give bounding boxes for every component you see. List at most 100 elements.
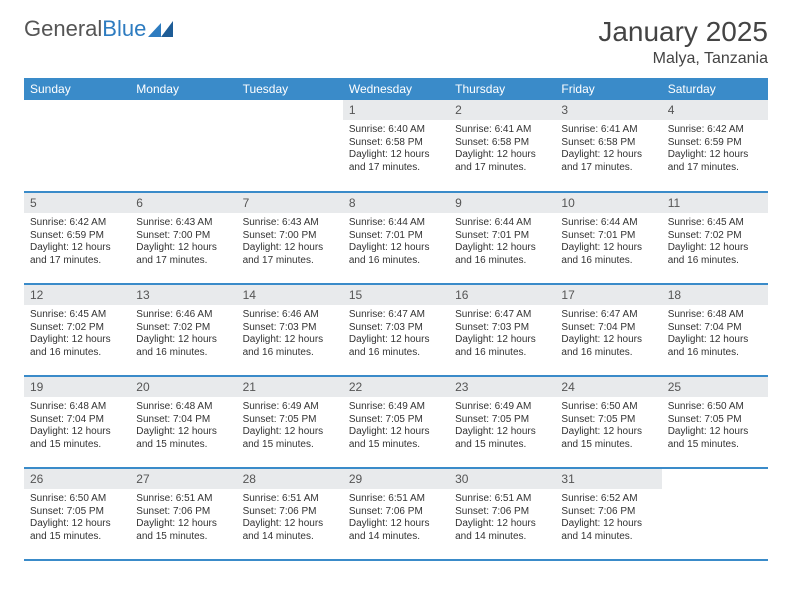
calendar-day-cell: 17Sunrise: 6:47 AMSunset: 7:04 PMDayligh… [555, 284, 661, 376]
weekday-header: Thursday [449, 78, 555, 100]
day-number: 7 [237, 193, 343, 213]
day-details: Sunrise: 6:51 AMSunset: 7:06 PMDaylight:… [130, 489, 236, 549]
calendar-day-cell: 26Sunrise: 6:50 AMSunset: 7:05 PMDayligh… [24, 468, 130, 560]
day-details: Sunrise: 6:47 AMSunset: 7:03 PMDaylight:… [449, 305, 555, 365]
calendar-week-row: 1Sunrise: 6:40 AMSunset: 6:58 PMDaylight… [24, 100, 768, 192]
calendar-day-cell: 27Sunrise: 6:51 AMSunset: 7:06 PMDayligh… [130, 468, 236, 560]
header: GeneralBlue January 2025 Malya, Tanzania [24, 16, 768, 68]
day-number: 10 [555, 193, 661, 213]
day-details: Sunrise: 6:41 AMSunset: 6:58 PMDaylight:… [449, 120, 555, 180]
day-number: 24 [555, 377, 661, 397]
calendar-week-row: 19Sunrise: 6:48 AMSunset: 7:04 PMDayligh… [24, 376, 768, 468]
day-number: 28 [237, 469, 343, 489]
day-number: 12 [24, 285, 130, 305]
day-details: Sunrise: 6:51 AMSunset: 7:06 PMDaylight:… [343, 489, 449, 549]
calendar-week-row: 26Sunrise: 6:50 AMSunset: 7:05 PMDayligh… [24, 468, 768, 560]
day-number: 31 [555, 469, 661, 489]
calendar-day-cell: 8Sunrise: 6:44 AMSunset: 7:01 PMDaylight… [343, 192, 449, 284]
day-number: 6 [130, 193, 236, 213]
calendar-table: SundayMondayTuesdayWednesdayThursdayFrid… [24, 78, 768, 561]
title-block: January 2025 Malya, Tanzania [598, 16, 768, 68]
day-number: 17 [555, 285, 661, 305]
calendar-day-cell: 3Sunrise: 6:41 AMSunset: 6:58 PMDaylight… [555, 100, 661, 192]
day-number: 30 [449, 469, 555, 489]
weekday-header: Saturday [662, 78, 768, 100]
calendar-day-cell [24, 100, 130, 192]
day-details: Sunrise: 6:45 AMSunset: 7:02 PMDaylight:… [24, 305, 130, 365]
day-number: 27 [130, 469, 236, 489]
page-title: January 2025 [598, 16, 768, 48]
day-details: Sunrise: 6:50 AMSunset: 7:05 PMDaylight:… [662, 397, 768, 457]
calendar-day-cell: 28Sunrise: 6:51 AMSunset: 7:06 PMDayligh… [237, 468, 343, 560]
calendar-day-cell: 18Sunrise: 6:48 AMSunset: 7:04 PMDayligh… [662, 284, 768, 376]
calendar-day-cell: 22Sunrise: 6:49 AMSunset: 7:05 PMDayligh… [343, 376, 449, 468]
calendar-day-cell: 29Sunrise: 6:51 AMSunset: 7:06 PMDayligh… [343, 468, 449, 560]
calendar-day-cell: 21Sunrise: 6:49 AMSunset: 7:05 PMDayligh… [237, 376, 343, 468]
weekday-header: Wednesday [343, 78, 449, 100]
calendar-week-row: 5Sunrise: 6:42 AMSunset: 6:59 PMDaylight… [24, 192, 768, 284]
calendar-day-cell: 19Sunrise: 6:48 AMSunset: 7:04 PMDayligh… [24, 376, 130, 468]
location: Malya, Tanzania [598, 50, 768, 68]
day-number: 8 [343, 193, 449, 213]
day-details: Sunrise: 6:51 AMSunset: 7:06 PMDaylight:… [237, 489, 343, 549]
calendar-day-cell: 30Sunrise: 6:51 AMSunset: 7:06 PMDayligh… [449, 468, 555, 560]
day-number: 2 [449, 100, 555, 120]
day-number: 9 [449, 193, 555, 213]
day-details: Sunrise: 6:51 AMSunset: 7:06 PMDaylight:… [449, 489, 555, 549]
calendar-day-cell: 2Sunrise: 6:41 AMSunset: 6:58 PMDaylight… [449, 100, 555, 192]
logo-icon [148, 20, 174, 38]
day-number: 14 [237, 285, 343, 305]
day-details: Sunrise: 6:47 AMSunset: 7:03 PMDaylight:… [343, 305, 449, 365]
calendar-day-cell: 13Sunrise: 6:46 AMSunset: 7:02 PMDayligh… [130, 284, 236, 376]
day-number: 4 [662, 100, 768, 120]
day-number: 1 [343, 100, 449, 120]
calendar-body: 1Sunrise: 6:40 AMSunset: 6:58 PMDaylight… [24, 100, 768, 560]
day-number: 3 [555, 100, 661, 120]
calendar-day-cell: 16Sunrise: 6:47 AMSunset: 7:03 PMDayligh… [449, 284, 555, 376]
day-number: 18 [662, 285, 768, 305]
day-details: Sunrise: 6:43 AMSunset: 7:00 PMDaylight:… [130, 213, 236, 273]
day-number: 19 [24, 377, 130, 397]
calendar-day-cell: 25Sunrise: 6:50 AMSunset: 7:05 PMDayligh… [662, 376, 768, 468]
day-number: 29 [343, 469, 449, 489]
day-details: Sunrise: 6:48 AMSunset: 7:04 PMDaylight:… [24, 397, 130, 457]
calendar-day-cell: 6Sunrise: 6:43 AMSunset: 7:00 PMDaylight… [130, 192, 236, 284]
day-details: Sunrise: 6:44 AMSunset: 7:01 PMDaylight:… [555, 213, 661, 273]
logo: GeneralBlue [24, 16, 174, 42]
day-details: Sunrise: 6:46 AMSunset: 7:03 PMDaylight:… [237, 305, 343, 365]
day-number: 26 [24, 469, 130, 489]
day-details: Sunrise: 6:44 AMSunset: 7:01 PMDaylight:… [343, 213, 449, 273]
day-details: Sunrise: 6:49 AMSunset: 7:05 PMDaylight:… [449, 397, 555, 457]
day-number: 25 [662, 377, 768, 397]
calendar-day-cell: 20Sunrise: 6:48 AMSunset: 7:04 PMDayligh… [130, 376, 236, 468]
calendar-week-row: 12Sunrise: 6:45 AMSunset: 7:02 PMDayligh… [24, 284, 768, 376]
day-number: 20 [130, 377, 236, 397]
day-details: Sunrise: 6:52 AMSunset: 7:06 PMDaylight:… [555, 489, 661, 549]
logo-text-gray: General [24, 16, 102, 42]
calendar-day-cell [662, 468, 768, 560]
day-details: Sunrise: 6:40 AMSunset: 6:58 PMDaylight:… [343, 120, 449, 180]
calendar-day-cell: 31Sunrise: 6:52 AMSunset: 7:06 PMDayligh… [555, 468, 661, 560]
calendar-day-cell: 11Sunrise: 6:45 AMSunset: 7:02 PMDayligh… [662, 192, 768, 284]
calendar-day-cell: 24Sunrise: 6:50 AMSunset: 7:05 PMDayligh… [555, 376, 661, 468]
day-details: Sunrise: 6:44 AMSunset: 7:01 PMDaylight:… [449, 213, 555, 273]
calendar-day-cell: 7Sunrise: 6:43 AMSunset: 7:00 PMDaylight… [237, 192, 343, 284]
day-details: Sunrise: 6:50 AMSunset: 7:05 PMDaylight:… [24, 489, 130, 549]
calendar-day-cell: 4Sunrise: 6:42 AMSunset: 6:59 PMDaylight… [662, 100, 768, 192]
weekday-header: Sunday [24, 78, 130, 100]
logo-text-blue: Blue [102, 16, 146, 42]
day-details: Sunrise: 6:42 AMSunset: 6:59 PMDaylight:… [662, 120, 768, 180]
calendar-day-cell: 14Sunrise: 6:46 AMSunset: 7:03 PMDayligh… [237, 284, 343, 376]
calendar-day-cell: 10Sunrise: 6:44 AMSunset: 7:01 PMDayligh… [555, 192, 661, 284]
day-number: 21 [237, 377, 343, 397]
day-number: 15 [343, 285, 449, 305]
calendar-day-cell: 23Sunrise: 6:49 AMSunset: 7:05 PMDayligh… [449, 376, 555, 468]
calendar-day-cell: 9Sunrise: 6:44 AMSunset: 7:01 PMDaylight… [449, 192, 555, 284]
day-details: Sunrise: 6:46 AMSunset: 7:02 PMDaylight:… [130, 305, 236, 365]
weekday-header: Tuesday [237, 78, 343, 100]
calendar-day-cell [237, 100, 343, 192]
day-number: 23 [449, 377, 555, 397]
calendar-day-cell: 15Sunrise: 6:47 AMSunset: 7:03 PMDayligh… [343, 284, 449, 376]
day-number: 13 [130, 285, 236, 305]
day-details: Sunrise: 6:48 AMSunset: 7:04 PMDaylight:… [130, 397, 236, 457]
